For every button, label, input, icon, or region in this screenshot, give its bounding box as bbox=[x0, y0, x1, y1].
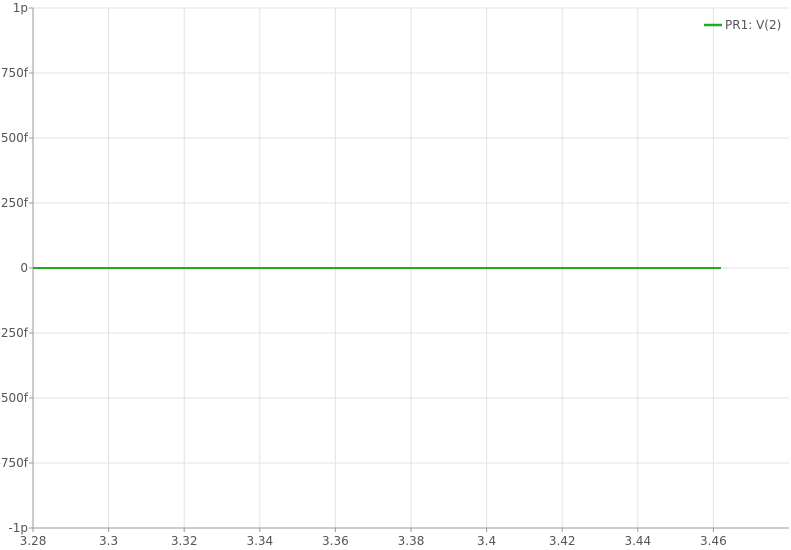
legend[interactable]: PR1: V(2) bbox=[704, 18, 781, 32]
x-tick-label: 3.44 bbox=[624, 534, 651, 548]
x-tick-label: 3.36 bbox=[322, 534, 349, 548]
x-tick-label: 3.3 bbox=[99, 534, 118, 548]
y-tick-label: 750f bbox=[1, 66, 29, 80]
axis-layer bbox=[29, 7, 789, 532]
x-tick-label: 3.46 bbox=[700, 534, 727, 548]
y-tick-label: 250f bbox=[1, 196, 29, 210]
x-tick-label: 3.42 bbox=[549, 534, 576, 548]
y-tick-label: -250f bbox=[0, 326, 29, 340]
y-tick-label: -500f bbox=[0, 391, 29, 405]
y-tick-label: 1p bbox=[13, 1, 28, 15]
y-tick-label: 500f bbox=[1, 131, 29, 145]
x-tick-label: 3.34 bbox=[246, 534, 273, 548]
tick-label-layer: 3.28 3.3 3.32 3.34 3.36 3.38 3.4 3.42 3.44 3.46 1p… bbox=[0, 1, 727, 548]
y-tick-label: -750f bbox=[0, 456, 29, 470]
x-tick-label: 3.4 bbox=[477, 534, 496, 548]
y-tick-label: 0 bbox=[20, 261, 28, 275]
x-tick-label: 3.32 bbox=[171, 534, 198, 548]
x-tick-label: 3.28 bbox=[20, 534, 47, 548]
y-tick-label: -1p bbox=[8, 521, 28, 535]
x-tick-label: 3.38 bbox=[398, 534, 425, 548]
legend-label: PR1: V(2) bbox=[725, 18, 781, 32]
